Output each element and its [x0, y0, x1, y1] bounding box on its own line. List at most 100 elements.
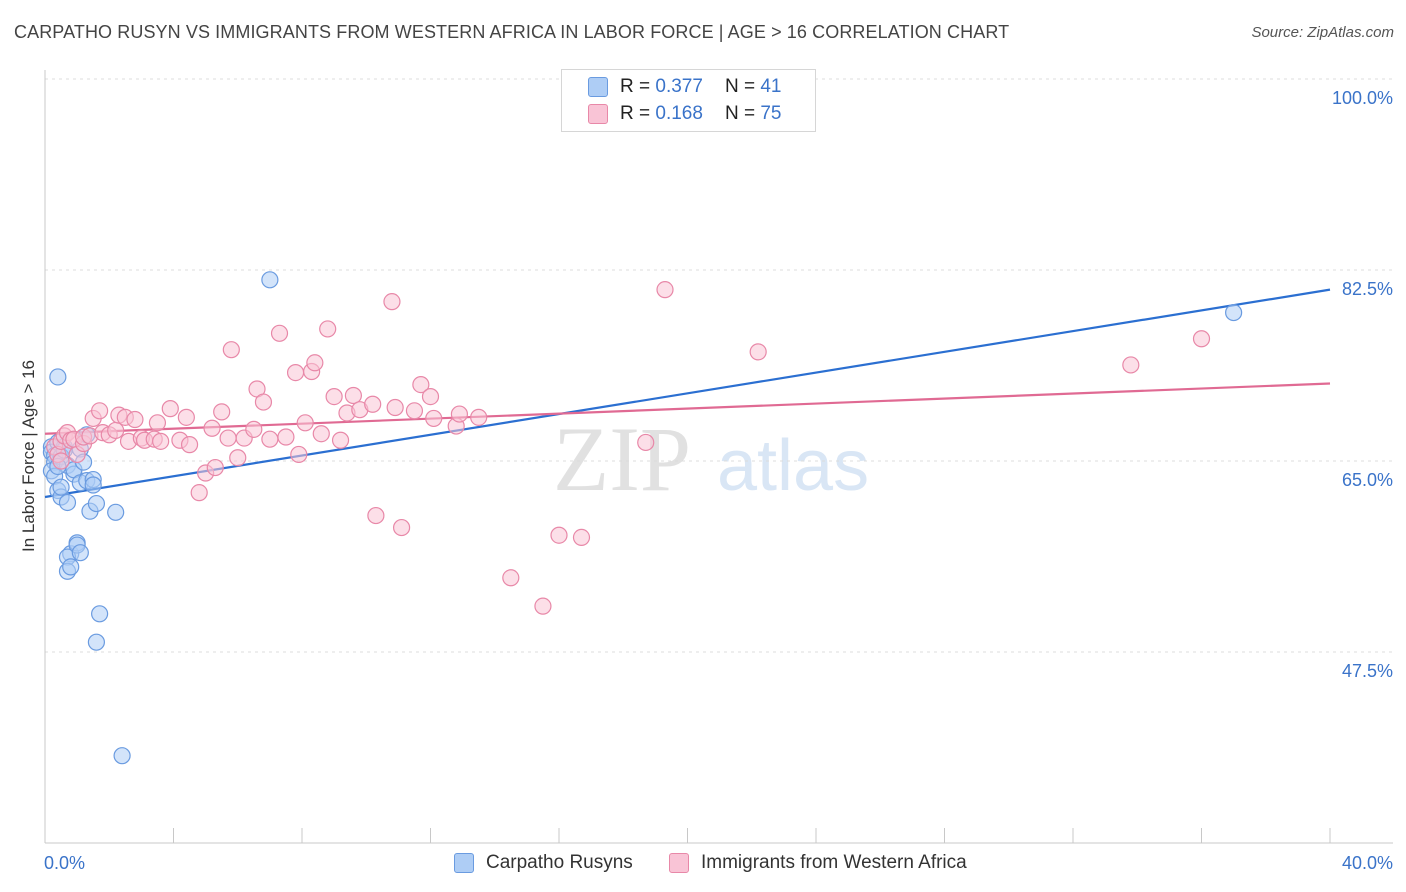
western-africa-point — [344, 386, 362, 405]
western-africa-point — [126, 410, 144, 429]
western-africa-point — [161, 400, 179, 418]
carpatho-point — [1225, 303, 1243, 322]
chart-title: CARPATHO RUSYN VS IMMIGRANTS FROM WESTER… — [14, 22, 1010, 42]
y-tick-label: 47.5% — [1342, 661, 1393, 681]
carpatho-point — [113, 747, 131, 765]
western-africa-point — [203, 419, 221, 437]
western-africa-point — [213, 403, 231, 421]
western-africa-point — [190, 484, 208, 502]
series-swatch-carpatho — [454, 853, 474, 873]
western-africa-point — [296, 414, 314, 432]
western-africa-point — [637, 433, 655, 452]
series-label-carpatho: Carpatho Rusyns — [486, 852, 633, 873]
carpatho-point — [71, 544, 89, 562]
western-africa-point — [319, 320, 337, 338]
series-legend-item-carpatho[interactable]: Carpatho Rusyns — [454, 852, 633, 874]
western-africa-point — [412, 376, 430, 394]
x-tick-label-max: 40.0% — [1342, 853, 1393, 873]
carpatho-point — [87, 494, 106, 513]
western-africa-point — [148, 414, 167, 432]
western-africa-point — [206, 458, 224, 477]
trend-line-carpatho — [44, 288, 1331, 499]
series-legend: Carpatho Rusyns Immigrants from Western … — [0, 850, 1406, 878]
y-axis-label: In Labor Force | Age > 16 — [19, 360, 38, 552]
western-africa-point — [325, 388, 343, 406]
watermark-zip: ZIP — [553, 408, 691, 510]
carpatho-point — [87, 633, 106, 651]
western-africa-point — [749, 343, 767, 361]
western-africa-point — [277, 428, 295, 446]
watermark: ZIP atlas — [553, 408, 869, 510]
western-africa-point — [550, 526, 568, 544]
western-africa-point — [222, 341, 240, 359]
legend-n-label: N = — [724, 76, 756, 97]
series-label-western-africa: Immigrants from Western Africa — [701, 852, 967, 873]
western-africa-point — [306, 354, 324, 372]
gridlines — [45, 78, 1393, 653]
western-africa-point — [270, 324, 289, 342]
legend-n-label: N = — [724, 103, 756, 124]
series-legend-item-western-africa[interactable]: Immigrants from Western Africa — [669, 852, 967, 874]
carpatho-point — [107, 503, 125, 521]
y-tick-labels: 47.5% 65.0% 82.5% 100.0% — [1332, 88, 1393, 681]
western-africa-point — [180, 436, 199, 454]
legend-r-label: R = — [620, 76, 651, 97]
carpatho-point — [84, 476, 102, 494]
western-africa-point — [502, 569, 520, 587]
watermark-atlas: atlas — [717, 426, 869, 506]
western-africa-point — [386, 398, 404, 417]
x-ticks — [173, 828, 1331, 843]
western-africa-point — [470, 408, 488, 426]
western-africa-point — [312, 425, 330, 443]
western-africa-point — [229, 449, 247, 467]
western-africa-point — [261, 430, 279, 448]
legend-swatch-western-africa — [588, 104, 608, 124]
western-africa-point — [245, 420, 263, 438]
legend-n-value-western-africa: 75 — [760, 103, 782, 124]
legend-n-value-carpatho: 41 — [760, 76, 782, 97]
western-africa-point — [367, 506, 385, 525]
western-africa-point — [656, 281, 674, 299]
x-tick-label-min: 0.0% — [44, 853, 85, 873]
western-africa-point — [331, 431, 350, 449]
western-africa-point — [1122, 356, 1140, 374]
legend-swatch-carpatho — [588, 77, 608, 97]
western-africa-point — [219, 429, 237, 447]
carpatho-point — [58, 493, 77, 512]
carpatho-point — [261, 271, 279, 289]
carpatho-point — [91, 605, 109, 623]
western-africa-point — [425, 409, 443, 428]
legend-r-value-western-africa: 0.168 — [655, 103, 703, 124]
western-africa-point — [286, 363, 305, 382]
western-africa-point — [254, 393, 273, 411]
western-africa-point — [392, 518, 411, 537]
stats-legend: R = 0.377 N = 41 R = 0.168 N = 75 — [561, 69, 816, 132]
carpatho-point — [49, 368, 67, 386]
western-africa-point — [572, 528, 591, 547]
legend-r-value-carpatho: 0.377 — [655, 76, 703, 97]
western-africa-point — [383, 293, 401, 311]
legend-row-carpatho: R = 0.377 N = 41 — [562, 75, 781, 99]
source-label: Source: ZipAtlas.com — [1251, 24, 1394, 41]
y-tick-label: 100.0% — [1332, 88, 1393, 108]
western-africa-point — [421, 388, 440, 406]
western-africa-point — [450, 405, 469, 423]
western-africa-point — [534, 597, 552, 615]
data-points — [42, 271, 1243, 765]
western-africa-point — [52, 452, 70, 470]
y-tick-label: 65.0% — [1342, 470, 1393, 490]
western-africa-point — [152, 432, 170, 450]
western-africa-point — [290, 445, 308, 464]
y-tick-label: 82.5% — [1342, 279, 1393, 299]
legend-row-western-africa: R = 0.168 N = 75 — [562, 102, 781, 126]
western-africa-point — [1192, 330, 1211, 348]
carpatho-point — [52, 478, 70, 496]
carpatho-point — [62, 558, 80, 576]
western-africa-point — [91, 402, 109, 420]
western-africa-point — [364, 395, 382, 413]
western-africa-point — [405, 402, 424, 420]
legend-r-label: R = — [620, 103, 651, 124]
western-africa-point — [177, 408, 195, 426]
series-swatch-western-africa — [669, 853, 689, 873]
